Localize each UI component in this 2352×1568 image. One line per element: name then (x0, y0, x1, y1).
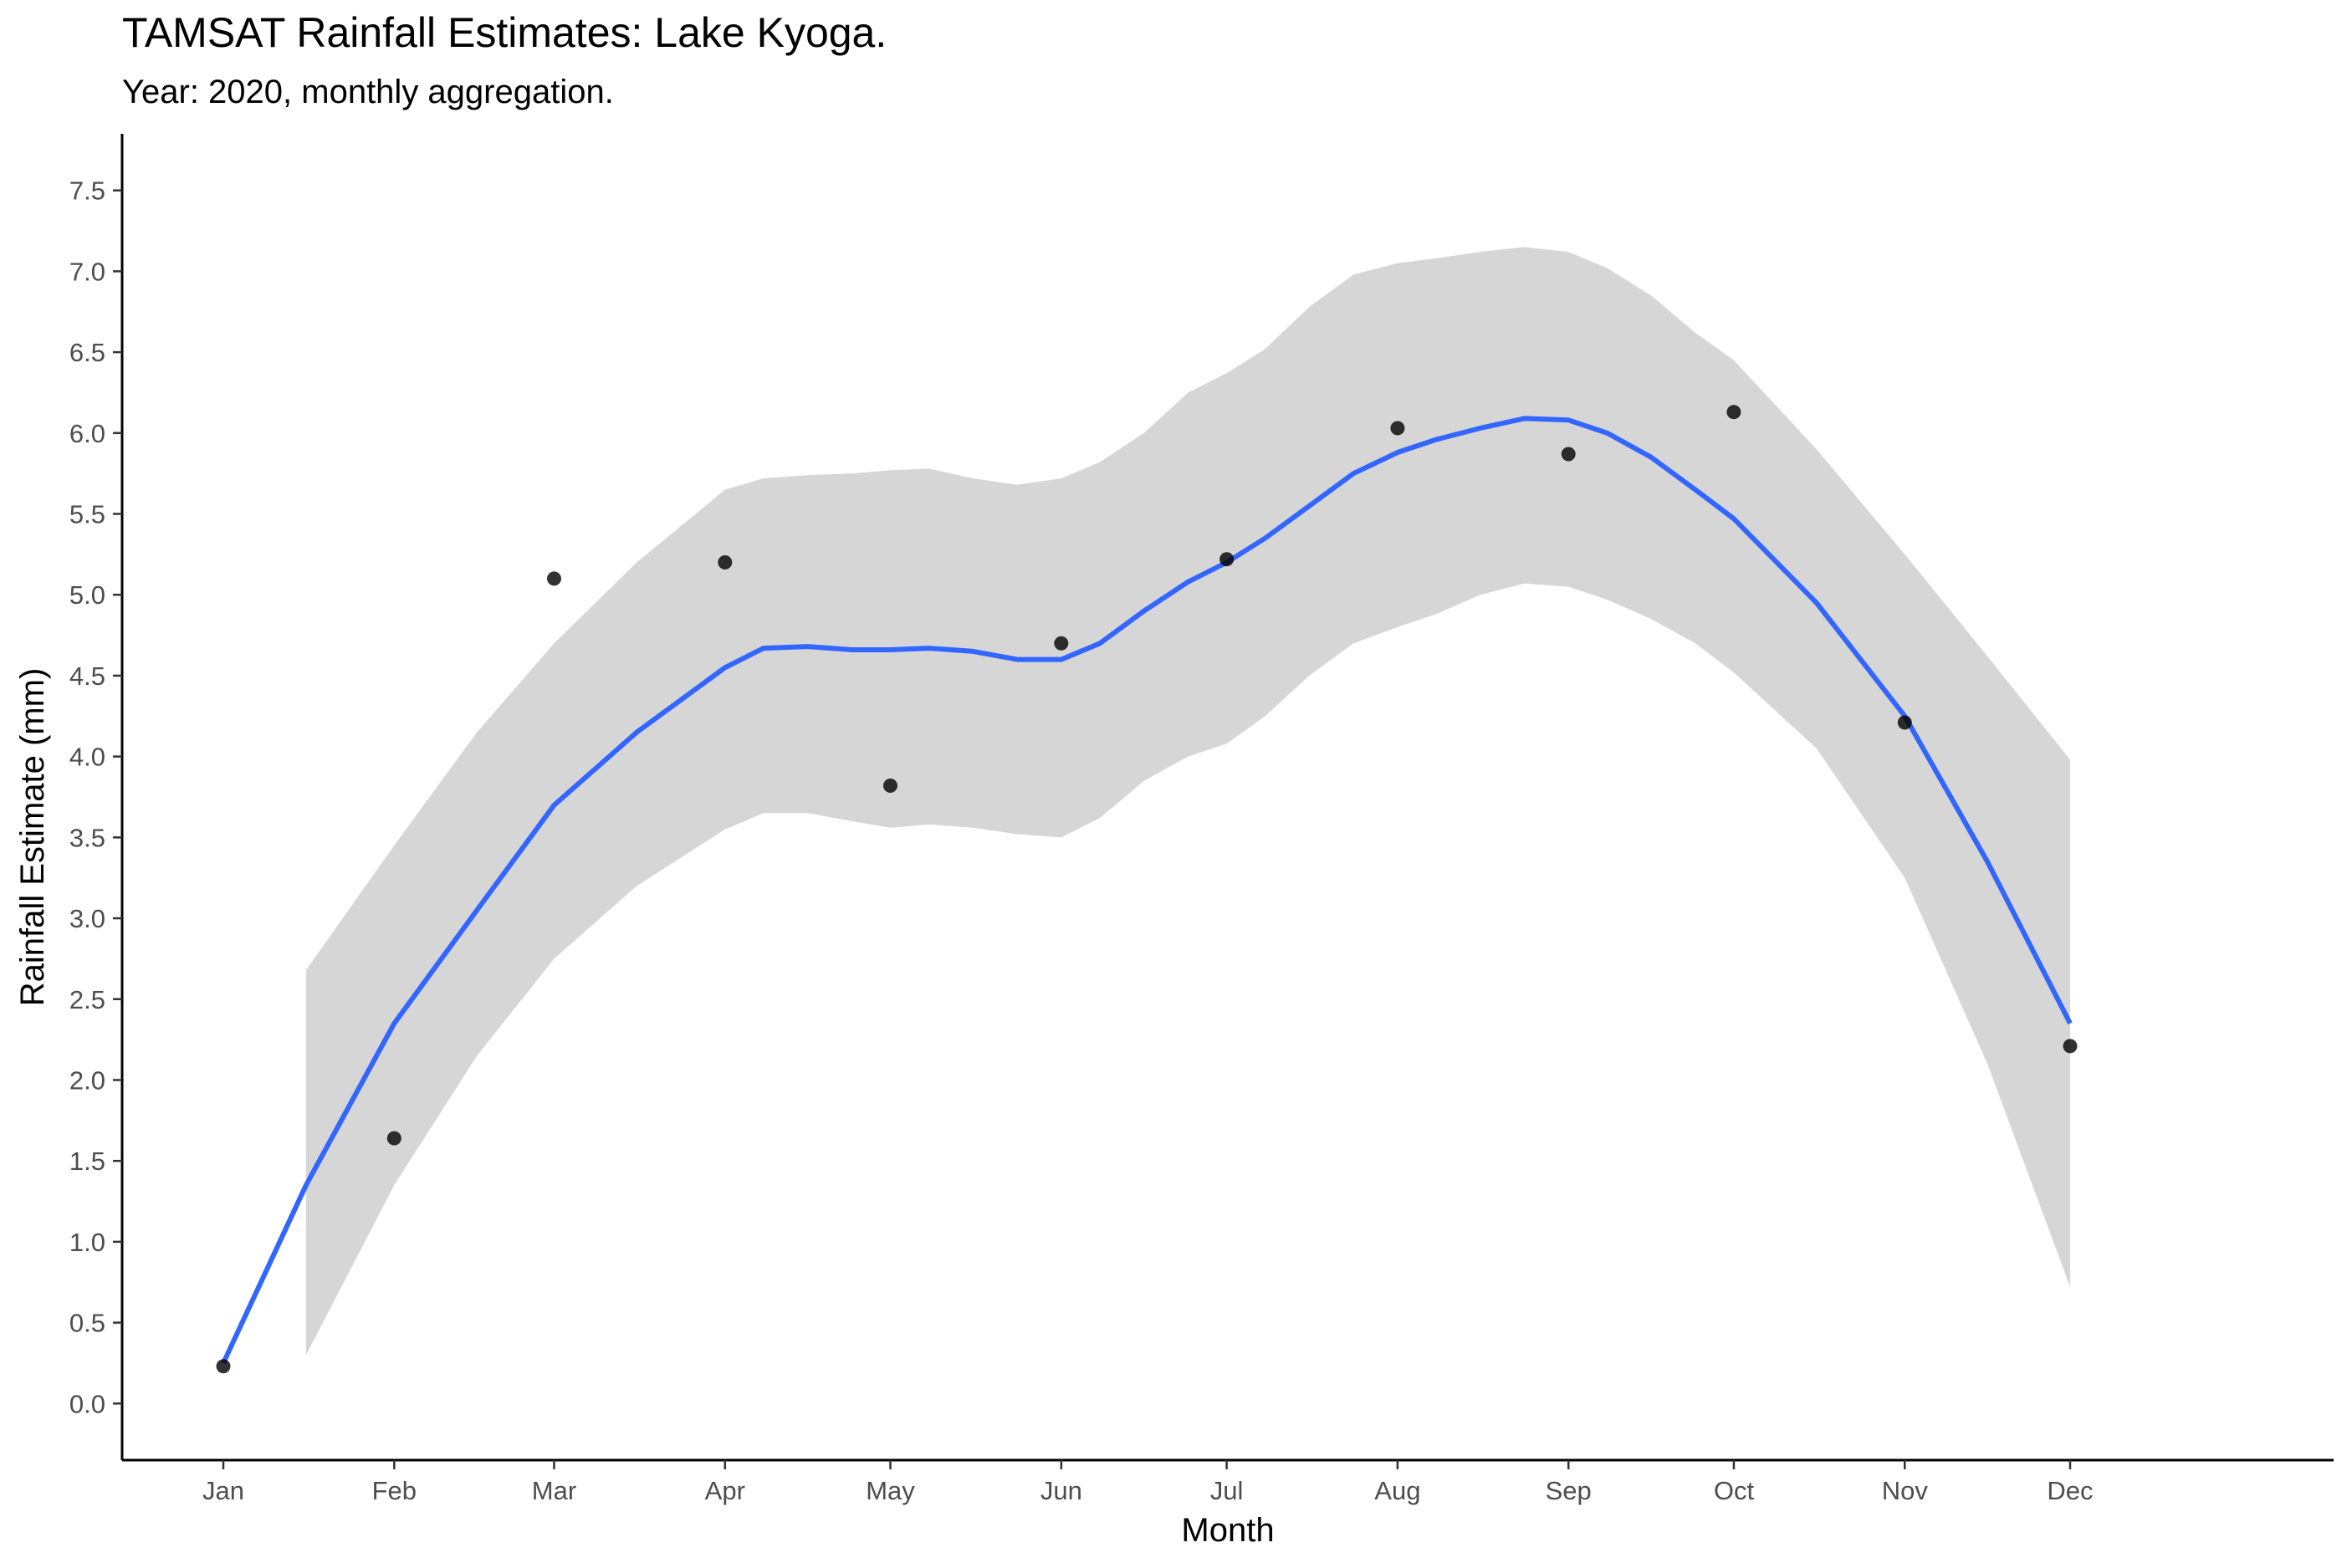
y-tick-label: 0.5 (69, 1309, 105, 1338)
x-tick-label: Mar (532, 1476, 576, 1505)
x-tick-label: Feb (372, 1476, 417, 1505)
confidence-band (305, 247, 2071, 1356)
data-point (1897, 715, 1912, 730)
y-axis-title: Rainfall Estimate (mm) (14, 668, 51, 1007)
y-tick-label: 4.5 (69, 661, 105, 691)
data-point (547, 571, 561, 586)
data-point (216, 1359, 231, 1374)
x-tick-label: Sep (1546, 1476, 1592, 1505)
y-tick-label: 4.0 (69, 743, 105, 772)
data-point (1054, 636, 1069, 651)
y-tick-label: 2.0 (69, 1065, 105, 1095)
data-point (1561, 447, 1576, 462)
y-tick-layer: 0.0 0.5 1.0 1.5 2.0 2.5 3.0 3.5 4.0 4.5 5.0 5.5 6.0 6… (69, 176, 122, 1418)
y-tick-label: 1.5 (69, 1147, 105, 1176)
y-tick-label: 2.5 (69, 985, 105, 1014)
data-point (2063, 1039, 2078, 1054)
data-point (1219, 552, 1235, 567)
y-tick-label: 5.0 (69, 580, 105, 610)
data-point (1726, 405, 1741, 420)
x-tick-label: May (866, 1476, 915, 1505)
smooth-line-layer (221, 416, 2073, 1365)
chart-title: TAMSAT Rainfall Estimates: Lake Kyoga. (122, 9, 887, 56)
x-tick-label: Jul (1210, 1476, 1244, 1505)
axis-layer (120, 134, 2334, 1462)
x-tick-label: Apr (705, 1476, 745, 1505)
y-tick-label: 3.0 (69, 904, 105, 933)
data-point (1390, 421, 1405, 436)
data-point (386, 1131, 401, 1146)
x-tick-label: Dec (2047, 1476, 2093, 1505)
chart-subtitle: Year: 2020, monthly aggregation. (122, 74, 614, 110)
y-tick-label: 0.0 (69, 1389, 105, 1418)
y-tick-label: 6.0 (69, 419, 105, 448)
data-point (883, 779, 897, 793)
x-axis-title: Month (1181, 1512, 1274, 1549)
data-point-layer (216, 405, 2078, 1374)
y-tick-label: 5.5 (69, 500, 105, 529)
x-tick-layer: Jan Feb Mar Apr May Jun Jul Aug Sep Oct Nov Dec (202, 1460, 2094, 1505)
x-tick-label: Oct (1714, 1476, 1755, 1505)
y-tick-label: 7.0 (69, 257, 105, 286)
x-tick-label: Aug (1374, 1476, 1420, 1505)
x-tick-label: Jun (1041, 1476, 1082, 1505)
smooth-line (221, 416, 2073, 1365)
y-tick-label: 3.5 (69, 823, 105, 852)
confidence-band-layer (305, 247, 2071, 1356)
y-tick-label: 7.5 (69, 176, 105, 206)
y-tick-label: 6.5 (69, 338, 105, 367)
x-tick-label: Jan (202, 1476, 244, 1505)
x-tick-label: Nov (1882, 1476, 1929, 1505)
data-point (718, 555, 733, 569)
y-tick-label: 1.0 (69, 1228, 105, 1257)
